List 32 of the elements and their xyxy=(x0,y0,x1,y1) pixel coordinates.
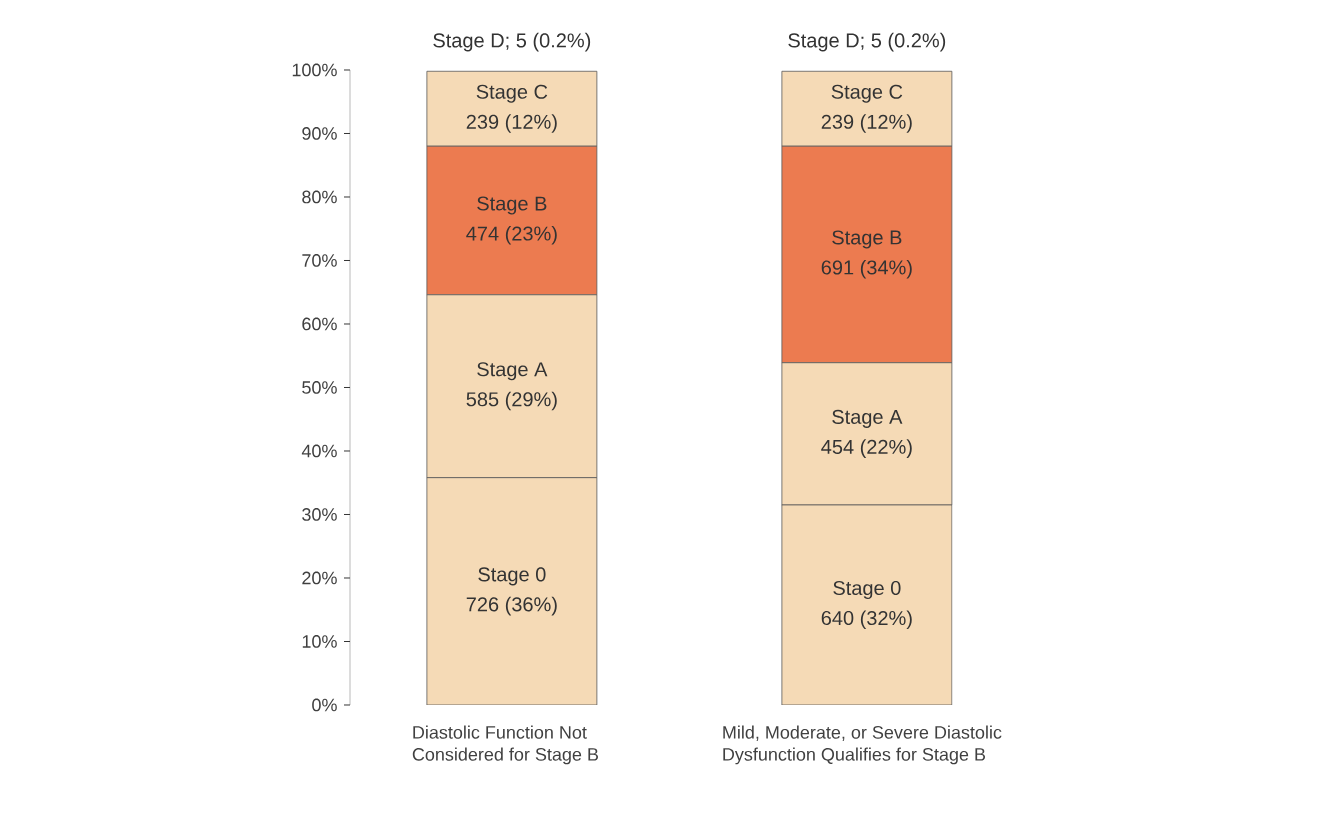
y-tick-label: 40% xyxy=(301,444,337,458)
annotation: Stage D; 5 (0.2%) xyxy=(433,32,591,52)
y-tick-label: 30% xyxy=(302,508,337,521)
y-tick-label: 80% xyxy=(302,190,337,204)
data-label: 640 (32%) xyxy=(821,610,912,630)
text: Stage B xyxy=(832,230,902,249)
text: Stage C xyxy=(831,84,903,103)
data-label: 726 (36%) xyxy=(466,596,557,616)
data-label: 585 (29%) xyxy=(466,391,557,411)
data-label: 474 (23%) xyxy=(466,225,557,245)
annotation: Stage D; 5 (0.2%) xyxy=(788,32,946,52)
series-label: Stage 0 xyxy=(478,567,546,586)
y-tick-label: 50% xyxy=(302,381,337,394)
x-tick-label: Diastolic Function Not Considered for Stage B xyxy=(412,725,599,765)
bar xyxy=(781,504,953,705)
y-tick-label: 0% xyxy=(312,698,337,712)
text: Stage A xyxy=(477,362,548,381)
y-tick-label: 100% xyxy=(292,63,337,77)
y-tick-label: 10% xyxy=(302,635,337,648)
data-label: 239 (12%) xyxy=(821,114,912,133)
text: Stage 0 xyxy=(833,580,901,600)
x-tick-label: Mild, Moderate, or Severe Diastolic Dysfunction Qualifies for Stage B xyxy=(723,725,1002,765)
data-label: 691 (34%) xyxy=(821,259,912,279)
data-label: 454 (22%) xyxy=(821,439,912,458)
series-label: Stage B xyxy=(477,196,547,215)
y-tick-label: 90% xyxy=(302,127,337,140)
series-label: Stage A xyxy=(832,409,903,428)
y-tick-label: 20% xyxy=(302,571,337,585)
y-tick-label: 60% xyxy=(302,317,337,331)
y-tick-label: 70% xyxy=(302,254,337,267)
data-label: 239 (12%) xyxy=(466,114,557,133)
series-label: Stage C xyxy=(476,84,548,103)
